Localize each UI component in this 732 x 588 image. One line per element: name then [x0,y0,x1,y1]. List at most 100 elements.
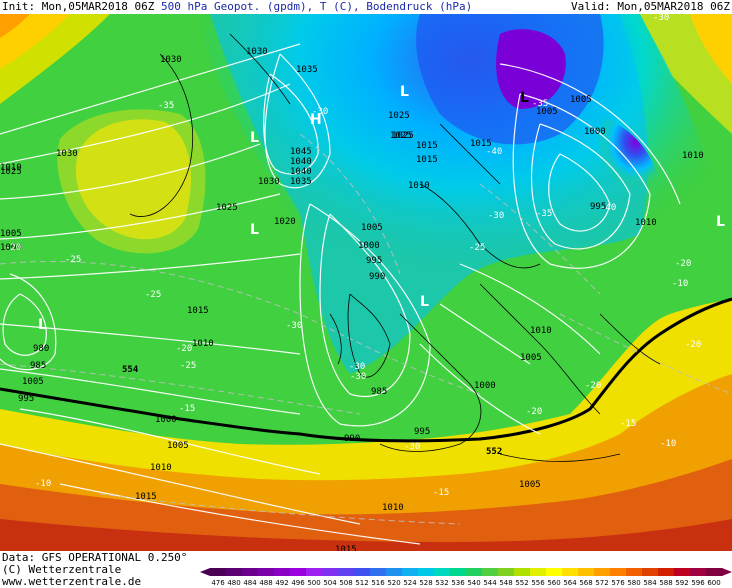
isobar-label: 1005 [167,441,189,451]
scale-label: 536 [451,579,465,587]
scale-swatch [434,568,451,576]
scale-right-arrow [722,568,732,576]
isobar-label: 980 [33,344,49,354]
isotherm-label: -30 [349,362,365,372]
scale-label: 588 [659,579,672,587]
scale-swatch [642,568,659,576]
isotherm-label: -40 [600,203,616,213]
isobar-label: 1005 [536,107,558,117]
isobar-label: 1030 [160,55,182,65]
scale-swatch [578,568,595,576]
valid-value: Mon,05MAR2018 06Z [617,0,730,13]
isobar-label: 1010 [150,463,172,473]
isobar-label: 1025 [390,131,412,141]
scale-label: 592 [675,579,688,587]
scale-swatch [450,568,467,576]
scale-label: 480 [227,579,240,587]
isobar-label: 995 [590,202,606,212]
isobar-label: 1010 [635,218,657,228]
scale-swatch [306,568,323,576]
isobars [0,43,681,545]
isobar-label: 1015 [416,141,438,151]
isotherm-label: -30 [488,211,504,221]
scale-label: 500 [307,579,320,587]
isobar-label: 1015 [416,155,438,165]
scale-label: 600 [707,579,720,587]
scale-swatch [210,568,227,576]
isotherm-label: -30 [653,14,669,23]
isobar-label: 1000 [155,415,177,425]
scale-label: 584 [643,579,657,587]
isobar-label: 1025 [392,131,414,141]
isobar-label: 1010 [382,503,404,513]
isobar-label: 1010 [408,181,430,191]
isotherm-label: -20 [675,259,691,269]
data-source: Data: GFS OPERATIONAL 0.250° [2,551,188,564]
scale-label: 488 [259,579,272,587]
isobar-label: 1040 [290,157,312,167]
warm-south-deep [0,459,732,551]
isotherm-label: -15 [179,404,195,414]
isobar-label: 985 [371,387,387,397]
isotherms [0,133,732,525]
isobar-label: 1000 [0,243,22,253]
weather-map: H L L L L L L L 1030 1035 1040 1045 1040… [0,14,732,551]
scale-label: 508 [339,579,352,587]
scale-label: 484 [243,579,257,587]
scale-label: 504 [323,579,337,587]
product-title: 500 hPa Geopot. (gpdm), T (C), Bodendruc… [160,0,473,13]
color-scale: 476 480 484 488 492 496 500 504 508 512 516 520 524 5… [200,568,732,587]
scale-swatch [274,568,291,576]
scale-swatch [226,568,243,576]
low-center-3: L [420,294,429,310]
isotherm-label: -20 [526,407,542,417]
isobar-label: 1030 [56,149,78,159]
scale-swatch [562,568,579,576]
isotherm-label: -20 [176,344,192,354]
isobar-label: 1040 [290,167,312,177]
coastlines [129,33,661,462]
scale-swatch [514,568,531,576]
scale-swatch [322,568,339,576]
isobar-label: 1015 [135,492,157,502]
isobar-label: 1025 [216,203,238,213]
scale-swatch [370,568,387,576]
scale-swatch [290,568,307,576]
isotherm-label: -15 [620,419,636,429]
isobar-label: 1000 [474,381,496,391]
scale-label: 524 [403,579,417,587]
scale-label: 548 [499,579,512,587]
scale-left-arrow [200,568,210,576]
scale-label: 512 [355,579,368,587]
scale-label: 596 [691,579,705,587]
isotherm-label: -30 [404,442,420,452]
low-center-5: L [400,84,409,100]
scale-label: 540 [467,579,480,587]
isobar-label: 1025 [388,111,410,121]
isotherm-label: -30 [350,372,366,382]
isobar-label: 1015 [187,306,209,316]
isobar-label: 995 [18,394,34,404]
isotherm-label: -25 [180,361,196,371]
scale-swatch [258,568,275,576]
scale-label: 496 [291,579,305,587]
scale-label: 576 [611,579,625,587]
isotherm-label: -35 [532,99,548,109]
scale-swatch [354,568,371,576]
isobar-label: 1015 [470,139,492,149]
isotherm-label: -15 [433,488,449,498]
scale-swatch [706,568,723,576]
isobar-label: 995 [366,256,382,266]
warm-south-red [0,519,732,551]
isotherm-label: -30 [312,107,328,117]
isobar-label: 1010 [0,163,22,173]
scale-swatch [402,568,419,576]
scale-swatch [498,568,515,576]
scale-swatch [338,568,355,576]
valid-label: Valid: [571,0,611,13]
scale-swatch [466,568,483,576]
contour-552 [0,297,732,443]
scale-label: 516 [371,579,385,587]
scale-label: 552 [515,579,528,587]
isobar-label: 1025 [0,167,22,177]
